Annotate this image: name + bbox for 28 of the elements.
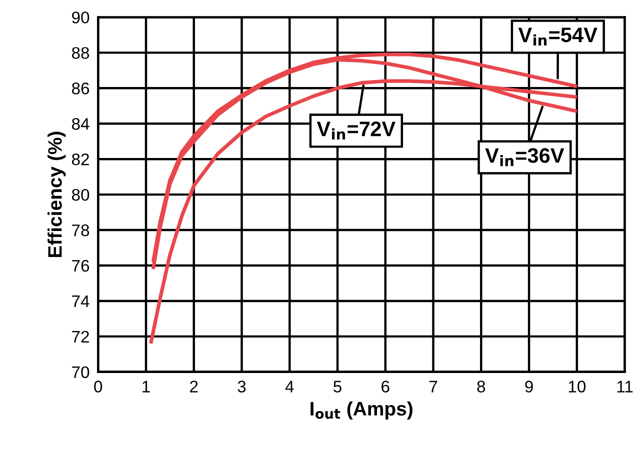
x-tick-label: 7 bbox=[429, 380, 438, 392]
x-tick-label: 0 bbox=[94, 380, 102, 392]
y-axis-title: Efficiency (%) bbox=[48, 132, 66, 258]
x-tick-label: 3 bbox=[238, 380, 246, 392]
y-tick-label: 84 bbox=[72, 118, 90, 130]
x-axis-title: I$_{out}$ (Amps) bbox=[310, 401, 412, 420]
y-tick-label: 86 bbox=[72, 82, 90, 94]
x-tick-label: 4 bbox=[285, 380, 294, 392]
y-tick-label: 72 bbox=[72, 330, 89, 342]
annotation: V$_{in}$=36V bbox=[485, 148, 564, 166]
x-tick-label: 10 bbox=[568, 380, 586, 392]
y-tick-label: 76 bbox=[72, 260, 90, 272]
y-tick-label: 90 bbox=[72, 12, 90, 24]
y-tick-label: 80 bbox=[72, 188, 90, 201]
x-tick-label: 6 bbox=[382, 380, 390, 392]
annotation: V$_{in}$=72V bbox=[316, 122, 396, 140]
x-tick-label: 8 bbox=[477, 380, 486, 392]
y-tick-label: 78 bbox=[72, 224, 90, 236]
x-tick-label: 1 bbox=[142, 380, 150, 392]
annotation: V$_{in}$=54V bbox=[518, 28, 598, 46]
y-tick-label: 74 bbox=[72, 296, 90, 308]
y-tick-label: 82 bbox=[72, 153, 89, 166]
y-tick-label: 70 bbox=[72, 366, 90, 378]
x-tick-label: 5 bbox=[334, 380, 342, 392]
x-tick-label: 9 bbox=[525, 380, 533, 392]
x-tick-label: 2 bbox=[190, 380, 198, 392]
y-tick-label: 88 bbox=[72, 47, 90, 59]
x-tick-label: 11 bbox=[617, 380, 633, 392]
